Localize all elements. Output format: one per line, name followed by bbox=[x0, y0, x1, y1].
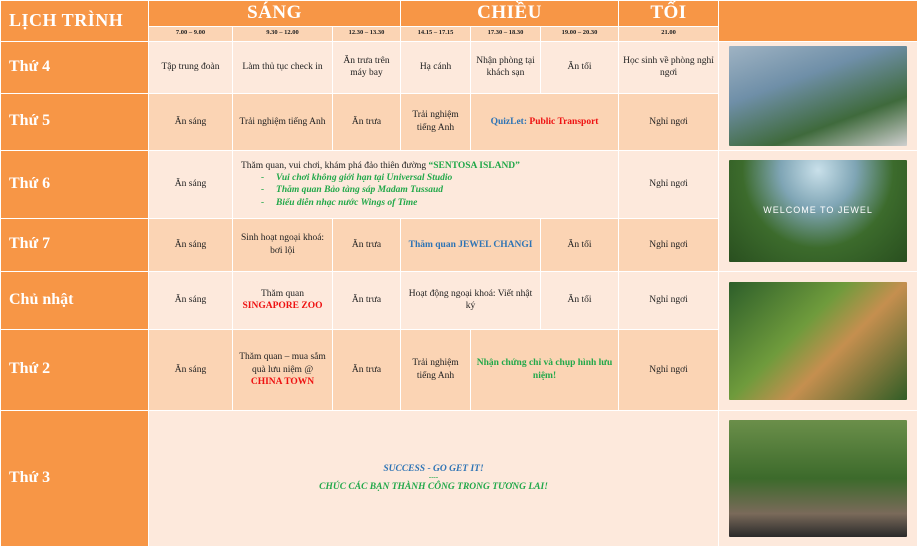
cell: Trải nghiệm tiếng Anh bbox=[233, 93, 333, 150]
row-thu4: Thứ 4 Tập trung đoàn Làm thủ tục check i… bbox=[1, 41, 917, 93]
day-label: Chủ nhật bbox=[1, 271, 149, 329]
cell: Làm thủ tục check in bbox=[233, 41, 333, 93]
jewel-cell: Thăm quan JEWEL CHANGI bbox=[401, 218, 541, 271]
cell: Sinh hoạt ngoại khoá: bơi lội bbox=[233, 218, 333, 271]
cell: Hoạt động ngoại khoá: Viết nhật ký bbox=[401, 271, 541, 329]
zoo-highlight: SINGAPORE ZOO bbox=[236, 300, 329, 312]
sentosa-highlight: “SENTOSA ISLAND” bbox=[428, 161, 519, 171]
cell: Ăn tối bbox=[541, 271, 619, 329]
day-label: Thứ 2 bbox=[1, 329, 149, 410]
cell: Ăn trưa bbox=[333, 93, 401, 150]
quizlet-cell: QuizLet: Public Transport bbox=[471, 93, 619, 150]
certificate-cell: Nhận chứng chỉ và chụp hình lưu niệm! bbox=[471, 329, 619, 410]
cell: Hạ cánh bbox=[401, 41, 471, 93]
header-photo bbox=[719, 1, 917, 42]
header-sang: SÁNG bbox=[149, 1, 401, 27]
header-toi: TỐI bbox=[619, 1, 719, 27]
bullet-item: - Thăm quan Bảo tàng sáp Madam Tussaud bbox=[241, 184, 615, 196]
row-thu6: Thứ 6 Ăn sáng Thăm quan, vui chơi, khám … bbox=[1, 150, 917, 218]
photo-cell bbox=[719, 271, 917, 410]
time-slot: 9.30 – 12.00 bbox=[233, 26, 333, 41]
photo-cell: WELCOME TO JEWEL bbox=[719, 150, 917, 271]
cell: Ăn sáng bbox=[149, 271, 233, 329]
day-label: Thứ 3 bbox=[1, 410, 149, 546]
cell: Ăn sáng bbox=[149, 218, 233, 271]
nus-group-photo bbox=[729, 46, 907, 146]
cell: Ăn trưa bbox=[333, 329, 401, 410]
quizlet-topic: Public Transport bbox=[529, 117, 598, 127]
chinatown-cell: Thăm quan – mua sắm quà lưu niệm @CHINA … bbox=[233, 329, 333, 410]
cell: Ăn sáng bbox=[149, 329, 233, 410]
time-slot: 12.30 – 13.30 bbox=[333, 26, 401, 41]
header-chieu: CHIỀU bbox=[401, 1, 619, 27]
cell: Học sinh về phòng nghỉ ngơi bbox=[619, 41, 719, 93]
cell: Nhận phòng tại khách sạn bbox=[471, 41, 541, 93]
time-slot: 14.15 – 17.15 bbox=[401, 26, 471, 41]
cell: Nghỉ ngơi bbox=[619, 218, 719, 271]
cell: Ăn tối bbox=[541, 218, 619, 271]
time-slot: 7.00 – 9.00 bbox=[149, 26, 233, 41]
certificate-group-photo bbox=[729, 420, 907, 537]
row-thu3: Thứ 3 SUCCESS - GO GET IT! ---- CHÚC CÁC… bbox=[1, 410, 917, 546]
day-label: Thứ 4 bbox=[1, 41, 149, 93]
sentosa-intro: Thăm quan, vui chơi, khám phá đảo thiên … bbox=[241, 161, 426, 171]
cell: Ăn trưa bbox=[333, 271, 401, 329]
farewell-cell: SUCCESS - GO GET IT! ---- CHÚC CÁC BẠN T… bbox=[149, 410, 719, 546]
bullet-item: - Vui chơi không giới hạn tại Universal … bbox=[241, 172, 615, 184]
cell: Trải nghiệm tiếng Anh bbox=[401, 329, 471, 410]
jewel-photo: WELCOME TO JEWEL bbox=[729, 160, 907, 262]
cell: Trải nghiệm tiếng Anh bbox=[401, 93, 471, 150]
day-label: Thứ 7 bbox=[1, 218, 149, 271]
cell: Ăn tối bbox=[541, 41, 619, 93]
day-label: Thứ 5 bbox=[1, 93, 149, 150]
cell: Nghỉ ngơi bbox=[619, 93, 719, 150]
time-slot: 19.00 – 20.30 bbox=[541, 26, 619, 41]
jewel-caption: WELCOME TO JEWEL bbox=[729, 205, 907, 217]
cell: Ăn trưa bbox=[333, 218, 401, 271]
bullet-item: - Biểu diễn nhạc nước Wings of Time bbox=[241, 197, 615, 209]
cell: Nghỉ ngơi bbox=[619, 150, 719, 218]
chinatown-highlight: CHINA TOWN bbox=[236, 376, 329, 388]
cell: Ăn trưa trên máy bay bbox=[333, 41, 401, 93]
cell: Ăn sáng bbox=[149, 150, 233, 218]
cell: Nghỉ ngơi bbox=[619, 329, 719, 410]
header-title: LỊCH TRÌNH bbox=[1, 1, 149, 42]
time-slot: 21.00 bbox=[619, 26, 719, 41]
quizlet-label: QuizLet: bbox=[491, 117, 527, 127]
cell: Tập trung đoàn bbox=[149, 41, 233, 93]
cell: Ăn sáng bbox=[149, 93, 233, 150]
time-slot: 17.30 – 18.30 bbox=[471, 26, 541, 41]
photo-cell bbox=[719, 410, 917, 546]
zoo-photo bbox=[729, 282, 907, 400]
sentosa-cell: Thăm quan, vui chơi, khám phá đảo thiên … bbox=[233, 150, 619, 218]
photo-cell bbox=[719, 41, 917, 150]
day-label: Thứ 6 bbox=[1, 150, 149, 218]
farewell-line2: CHÚC CÁC BẠN THÀNH CÔNG TRONG TƯƠNG LAI! bbox=[152, 481, 715, 493]
cell: Nghỉ ngơi bbox=[619, 271, 719, 329]
